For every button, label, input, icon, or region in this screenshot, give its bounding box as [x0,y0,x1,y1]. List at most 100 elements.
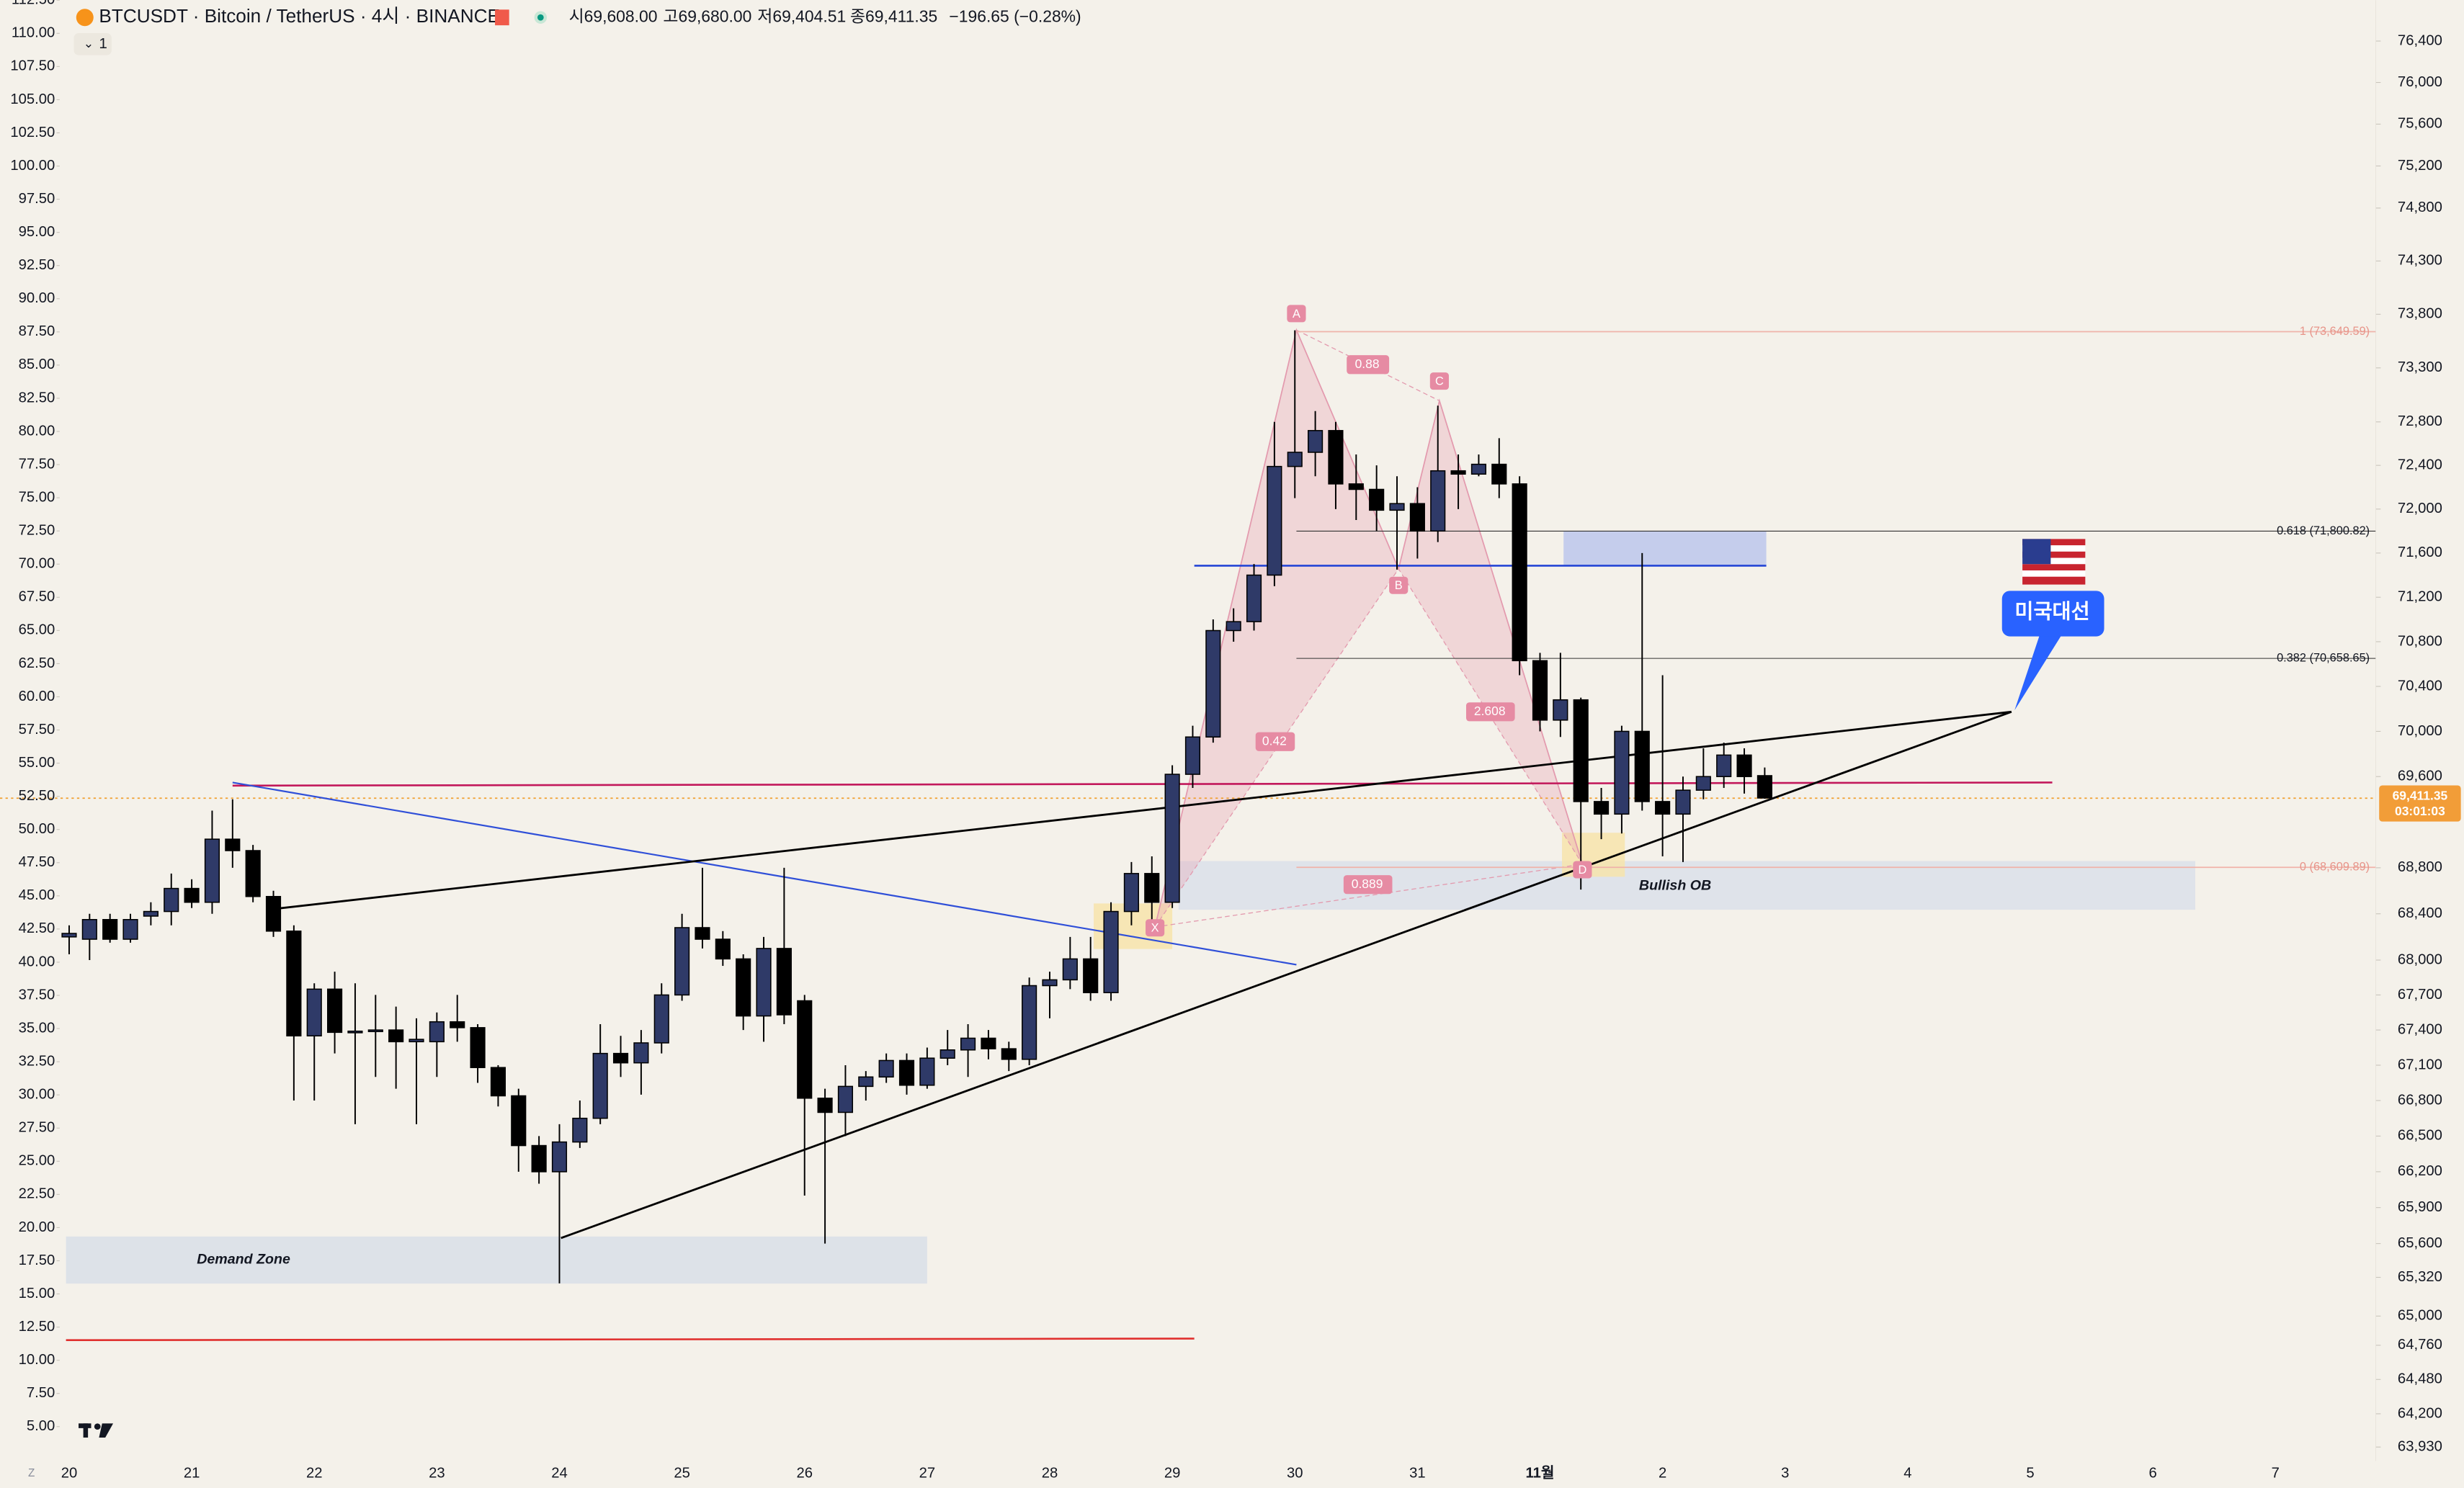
y2-tick-label: 42.50 [19,920,55,936]
y2-tick-label: 5.00 [27,1418,55,1434]
y-tick-label: 67,100 [2398,1057,2442,1072]
y-tick-label: 64,760 [2398,1337,2442,1353]
x-tick-label: 25 [674,1465,690,1481]
y2-tick-label: 87.50 [19,323,55,339]
candle-body [837,1085,854,1113]
red-level [66,1337,1195,1342]
candle-body [919,1057,935,1086]
y-tick-label: 66,800 [2398,1092,2442,1108]
y2-tick-label: 112.50 [12,0,55,8]
candle-body [1757,775,1772,799]
y-tick-label: 64,480 [2398,1371,2442,1387]
candle-body [1062,958,1078,981]
candle-body [715,938,731,960]
y2-tick-label: 97.50 [19,191,55,207]
candle-body [572,1117,588,1143]
y2-tick-label: 62.50 [19,655,55,671]
highlight-box [1562,833,1625,877]
candle-body [981,1037,996,1049]
candle-body [736,958,751,1017]
point-badge [1429,372,1449,390]
x-tick-label: 26 [796,1465,813,1481]
candle-body [674,927,690,996]
y2-tick-label: 77.50 [19,456,55,472]
x-tick-label: 29 [1164,1465,1181,1481]
y2-tick-label: 85.00 [19,357,55,372]
y2-tick-label: 35.00 [19,1020,55,1036]
ohlc-close: 종69,411.35 [850,6,937,25]
y2-tick-label: 70.00 [19,556,55,572]
candle-body [797,1000,813,1099]
candle-body [1470,463,1487,475]
demand-zone [66,1236,927,1284]
x-tick-label: 28 [1042,1465,1058,1481]
candle-body [1144,873,1160,903]
candle-body [592,1052,608,1119]
candle-body [286,931,302,1036]
ohlc-change: −196.65 (−0.28%) [949,6,1081,25]
candle-body [858,1076,874,1088]
candle-body [1022,985,1037,1060]
y-tick-label: 72,800 [2398,413,2442,429]
y2-tick-label: 105.00 [10,91,55,107]
price-label-box [2379,785,2461,822]
y2-tick-label: 55.00 [19,755,55,771]
candle-body [1491,463,1507,485]
y2-tick-label: 25.00 [19,1153,55,1169]
y-tick-label: 71,600 [2398,544,2442,560]
candle-body [306,988,322,1036]
candles [61,330,1772,1283]
corner-label[interactable]: Z [28,1467,35,1479]
candle-body [878,1059,894,1078]
y2-tick-label: 40.00 [19,954,55,969]
y-tick-label: 72,400 [2398,457,2442,472]
ratio-label: 0.88 [1355,357,1380,371]
candle-body [1287,452,1303,467]
tv-logo [79,1423,114,1438]
y2-tick-label: 50.00 [19,821,55,837]
point-label: D [1578,864,1586,877]
y2-tick-label: 37.50 [19,987,55,1003]
candle-body [1532,660,1548,721]
y2-tick-label: 7.50 [27,1385,55,1401]
y2-tick-label: 65.00 [19,622,55,638]
x-tick-label: 23 [429,1465,445,1481]
price-label: 69,411.35 [2393,788,2448,802]
candle-body [102,918,118,940]
trend-line [232,781,1297,966]
y2-tick-label: 102.50 [10,125,55,140]
pattern-dashed [1155,864,1583,928]
candle-body [388,1029,404,1043]
y-tick-label: 75,600 [2398,116,2442,132]
y2-tick-label: 67.50 [19,589,55,605]
y-tick-label: 70,000 [2398,723,2442,739]
candle-body [1430,470,1446,532]
candle-body [327,988,343,1034]
candle-body [1328,430,1344,485]
point-label: B [1395,579,1403,592]
y2-tick-label: 57.50 [19,722,55,738]
y-tick-label: 65,320 [2398,1269,2442,1285]
y-tick-label: 65,000 [2398,1308,2442,1324]
indicator-toggle[interactable] [73,33,112,55]
point-badge [1146,919,1165,937]
x-tick-label: 30 [1287,1465,1303,1481]
candle-body [1083,958,1099,993]
y2-tick-label: 10.00 [19,1352,55,1368]
callout-box [2001,591,2104,637]
candle-body [1164,774,1180,903]
trend-line [561,710,2012,1240]
y2-tick-label: 82.50 [19,390,55,405]
ohlc-open: 시69,608.00 [569,6,658,25]
candle-body [817,1098,833,1113]
y2-tick-label: 92.50 [19,257,55,273]
candle-body [470,1027,486,1068]
y2-tick-label: 47.50 [19,854,55,870]
candle-body [1593,801,1610,815]
candle-body [184,887,200,903]
status-dot-inner [537,14,544,21]
x-tick-label: 21 [184,1465,200,1481]
ratio-label: 0.889 [1352,877,1383,891]
candle-body [612,1052,629,1064]
candle-body [695,927,710,940]
